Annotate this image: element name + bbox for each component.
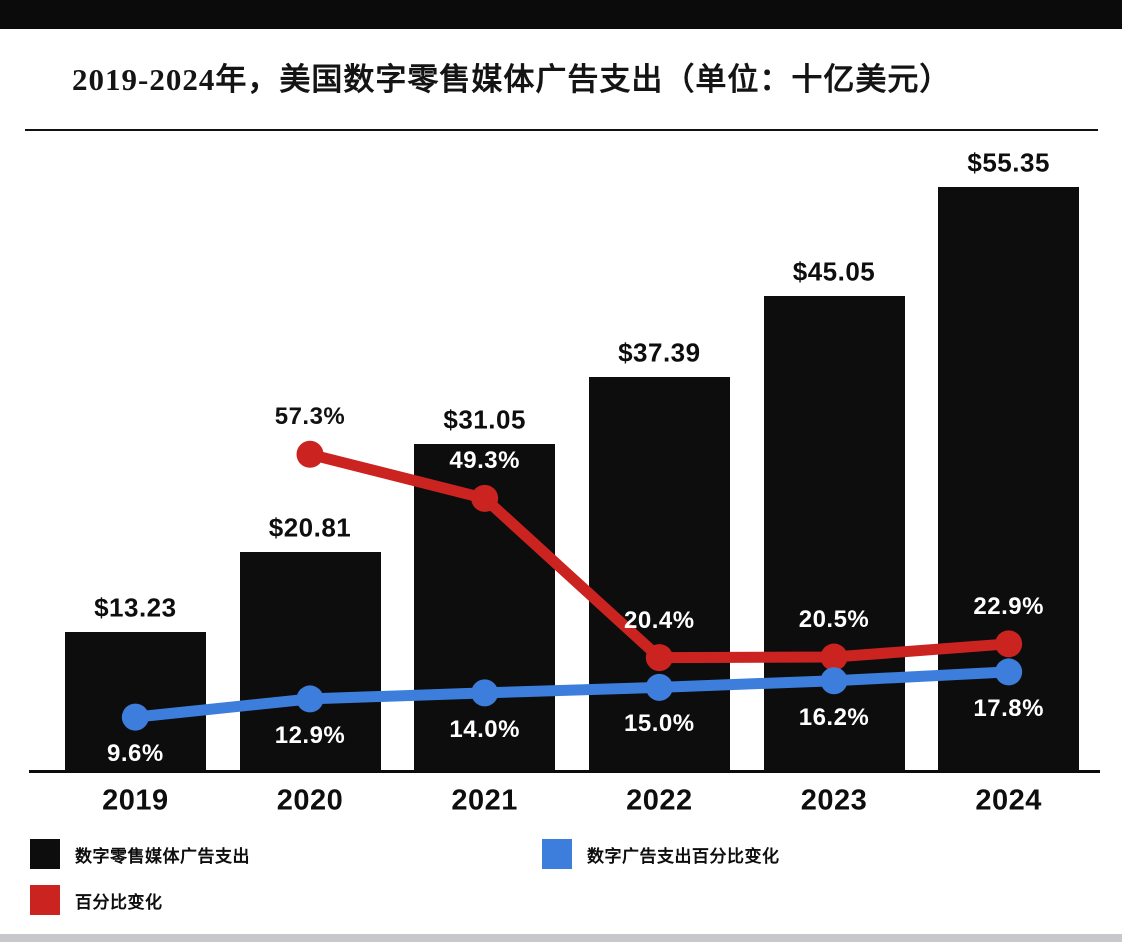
legend-item-pct-change: 百分比变化 (30, 885, 542, 915)
point-label-0-2024: 22.9% (973, 592, 1044, 620)
legend-swatch-red-icon (30, 885, 60, 915)
bar-value-2023: $45.05 (792, 256, 876, 287)
x-axis-label-2023: 2023 (800, 784, 868, 817)
x-axis-label-2024: 2024 (975, 784, 1042, 817)
x-axis-label-2021: 2021 (451, 784, 518, 817)
chart-title: 2019-2024年，美国数字零售媒体广告支出（单位：十亿美元） (72, 62, 952, 97)
point-label-0-2022: 20.4% (624, 606, 695, 634)
bar-2023 (763, 295, 905, 772)
point-label-1-2019: 9.6% (106, 740, 164, 768)
point-label-1-2020: 12.9% (274, 721, 346, 749)
title-divider (25, 129, 1098, 131)
point-label-0-2021: 49.3% (449, 447, 520, 475)
bar-value-2019: $13.23 (94, 592, 177, 623)
chart-legend: 数字零售媒体广告支出 数字广告支出百分比变化 百分比变化 (30, 839, 1090, 915)
bar-value-2021: $31.05 (443, 404, 526, 435)
bar-value-2024: $55.35 (967, 147, 1050, 178)
bar-value-2022: $37.39 (618, 337, 701, 368)
bar-2024 (938, 187, 1080, 772)
legend-item-digital-pct-change: 数字广告支出百分比变化 (542, 839, 1090, 869)
point-label-1-2022: 15.0% (624, 710, 695, 738)
top-crop-strip (0, 0, 1122, 29)
x-axis-label-2022: 2022 (626, 784, 693, 817)
bar-value-2020: $20.81 (268, 512, 352, 543)
x-axis-line (29, 770, 1100, 773)
legend-item-ad-spend: 数字零售媒体广告支出 (30, 839, 542, 869)
x-axis-label-2019: 2019 (102, 784, 169, 817)
point-label-0-2020: 57.3% (274, 403, 346, 431)
point-label-1-2024: 17.8% (973, 694, 1044, 722)
legend-swatch-bar-icon (30, 839, 60, 869)
bottom-strip (0, 934, 1122, 942)
legend-label-pct-change: 百分比变化 (75, 892, 163, 912)
point-label-0-2023: 20.5% (798, 606, 870, 634)
legend-label-ad-spend: 数字零售媒体广告支出 (75, 846, 250, 866)
x-axis-label-2020: 2020 (276, 784, 344, 817)
point-label-1-2021: 14.0% (449, 715, 520, 743)
legend-swatch-blue-icon (542, 839, 572, 869)
legend-label-digital-pct-change: 数字广告支出百分比变化 (587, 846, 780, 866)
point-label-1-2023: 16.2% (798, 703, 870, 731)
line-marker-0-2020 (296, 440, 324, 468)
